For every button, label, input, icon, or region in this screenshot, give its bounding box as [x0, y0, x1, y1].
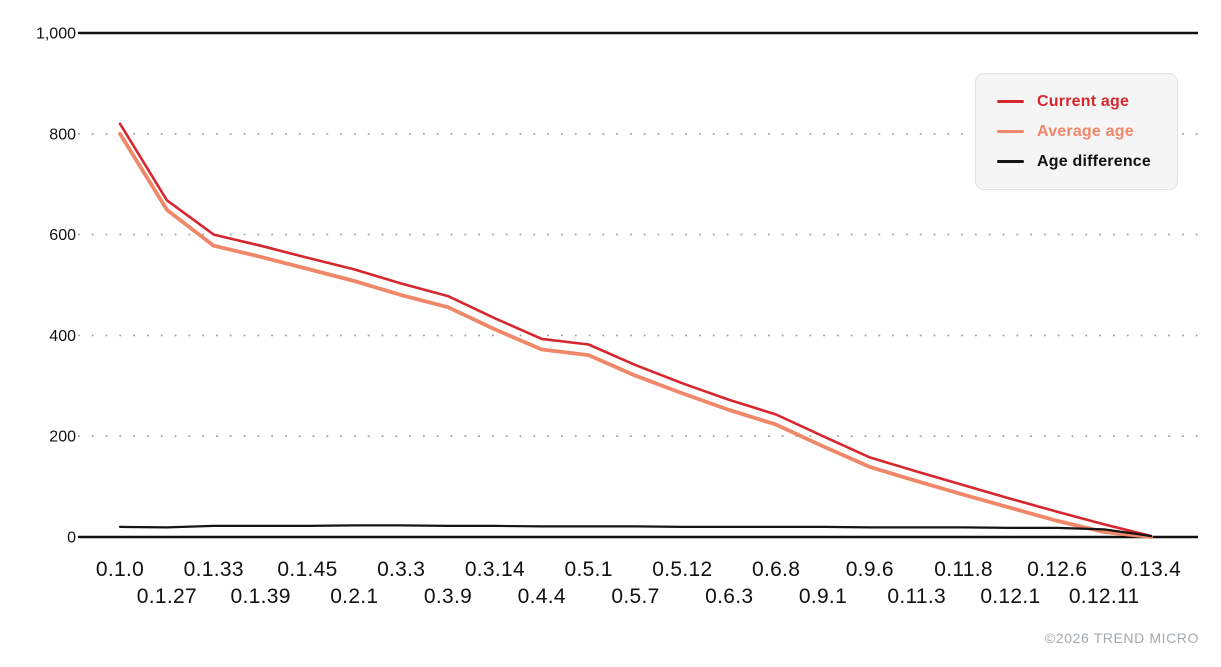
x-axis-tick-label: 0.9.6 — [846, 558, 894, 581]
legend-label-average-age: Average age — [1037, 122, 1134, 140]
copyright-text: ©2026 TREND MICRO — [1044, 630, 1199, 646]
legend-item-average-age: Average age — [997, 121, 1151, 142]
x-axis-tick-label: 0.1.45 — [277, 558, 337, 581]
legend-item-age-difference: Age difference — [997, 151, 1151, 172]
legend-item-current-age: Current age — [997, 91, 1151, 112]
chart-legend: Current age Average age Age difference — [975, 73, 1178, 190]
x-axis-tick-label: 0.1.27 — [137, 585, 197, 608]
x-axis-tick-label: 0.12.1 — [980, 585, 1040, 608]
y-axis-tick-label: 400 — [49, 328, 76, 345]
x-axis-tick-label: 0.2.1 — [330, 585, 378, 608]
current-age-line-swatch — [997, 100, 1025, 103]
legend-label-current-age: Current age — [1037, 92, 1130, 110]
x-axis-tick-label: 0.3.14 — [465, 558, 525, 581]
average-age-line-swatch — [997, 129, 1025, 134]
x-axis-tick-label: 0.13.4 — [1121, 558, 1181, 581]
x-axis-tick-label: 0.12.6 — [1027, 558, 1087, 581]
y-axis-tick-label: 0 — [67, 530, 76, 547]
x-axis-tick-label: 0.6.8 — [752, 558, 800, 581]
x-axis-tick-label: 0.11.3 — [887, 585, 946, 608]
x-axis-tick-label: 0.6.3 — [705, 585, 753, 608]
y-axis-tick-label: 800 — [49, 126, 76, 143]
legend-label-age-difference: Age difference — [1037, 152, 1151, 170]
x-axis-tick-label: 0.12.11 — [1069, 585, 1140, 608]
x-axis-tick-label: 0.4.4 — [518, 585, 566, 608]
y-axis-tick-label: 1,000 — [36, 26, 76, 43]
x-axis-tick-label: 0.1.39 — [230, 585, 290, 608]
x-axis-tick-label: 0.5.1 — [565, 558, 613, 581]
x-axis-tick-label: 0.1.0 — [96, 558, 144, 581]
x-axis-tick-label: 0.9.1 — [799, 585, 847, 608]
x-axis-tick-label: 0.3.9 — [424, 585, 472, 608]
x-axis-tick-label: 0.1.33 — [184, 558, 244, 581]
y-axis-tick-label: 200 — [49, 429, 76, 446]
x-axis-tick-label: 0.11.8 — [934, 558, 993, 581]
age-difference-line-swatch — [997, 160, 1025, 163]
series-line-age-difference — [118, 524, 1153, 538]
y-axis-tick-label: 600 — [49, 227, 76, 244]
x-axis-tick-label: 0.3.3 — [377, 558, 425, 581]
series-line-average-age — [118, 131, 1153, 539]
series-line-current-age — [118, 122, 1153, 538]
x-axis-tick-label: 0.5.7 — [611, 585, 659, 608]
x-axis-tick-label: 0.5.12 — [652, 558, 712, 581]
